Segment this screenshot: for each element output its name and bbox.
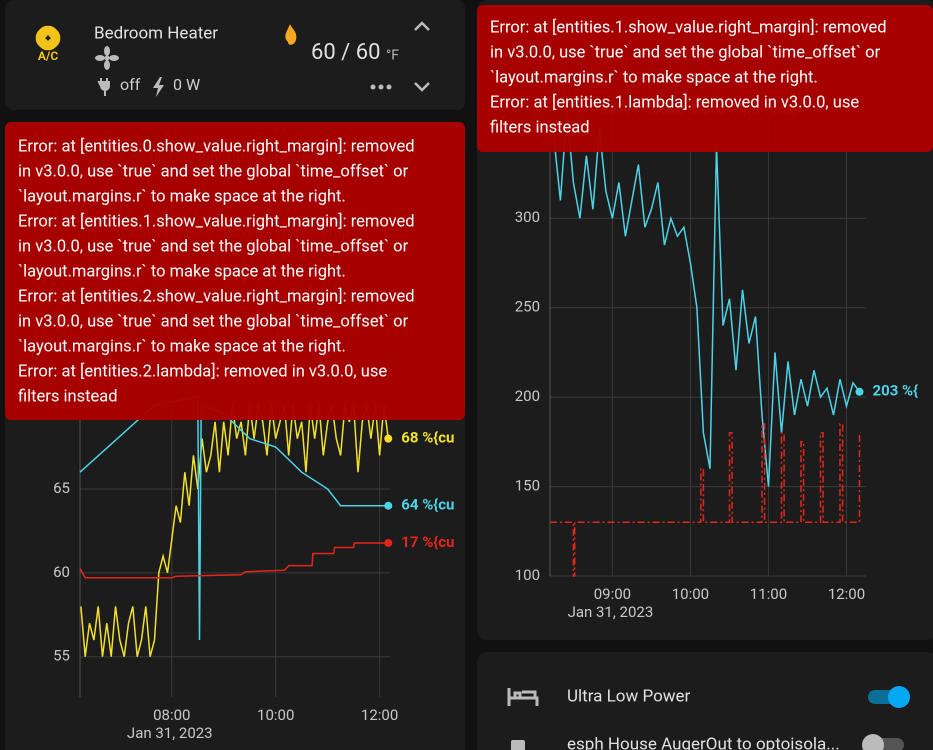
power-state: off <box>120 75 141 94</box>
end-label: 68 %{cu <box>401 429 454 447</box>
y-tick-label: 250 <box>515 298 540 316</box>
error-box <box>5 122 465 420</box>
series-line <box>80 404 390 657</box>
y-tick-label: 65 <box>53 479 70 497</box>
end-point <box>384 434 393 443</box>
right-chart-card <box>477 0 933 640</box>
bolt-icon <box>153 77 164 97</box>
end-label: 64 %{cu <box>401 496 454 514</box>
x-tick-label: 09:00 <box>594 585 631 603</box>
fan-mode-icon <box>95 46 119 70</box>
bed-icon <box>507 688 539 706</box>
error-text: Error: at [entities.0.show_value.right_m… <box>18 136 415 156</box>
chevron-up[interactable] <box>414 21 430 31</box>
x-date-label: Jan 31, 2023 <box>568 603 654 621</box>
end-label: 17 %{cu <box>401 533 454 551</box>
error-text: in v3.0.0, use `true` and set the global… <box>490 43 881 62</box>
error-text: in v3.0.0, use `true` and set the global… <box>18 237 409 256</box>
error-text: `layout.margins.r` to make space at the … <box>18 187 346 206</box>
plug-icon <box>97 78 110 96</box>
device-name: Bedroom Heater <box>94 23 218 43</box>
error-box <box>477 5 933 152</box>
end-point <box>384 501 393 510</box>
x-tick-label: 11:00 <box>750 585 787 603</box>
fan-icon <box>35 25 61 51</box>
y-tick-label: 55 <box>53 647 70 665</box>
switch-card <box>477 652 933 750</box>
toggle-knob[interactable] <box>862 734 884 750</box>
error-text: in v3.0.0, use `true` and set the global… <box>18 162 409 181</box>
y-tick-label: 150 <box>515 477 540 495</box>
x-tick-label: 12:00 <box>361 706 398 724</box>
x-tick-label: 10:00 <box>672 585 709 603</box>
power-value: 0 W <box>173 75 200 94</box>
flame-icon <box>285 24 297 45</box>
series-line <box>550 423 861 577</box>
error-text: Error: at [entities.1.show_value.right_m… <box>18 211 415 231</box>
switch-icon <box>511 740 525 750</box>
x-tick-label: 08:00 <box>153 706 190 724</box>
error-text: `layout.margins.r` to make space at the … <box>490 68 818 87</box>
x-tick-label: 12:00 <box>828 585 865 603</box>
end-label: 203 %{ <box>872 382 918 400</box>
mode-label: A/C <box>38 49 59 63</box>
temperature: 60 / 60 <box>311 40 380 65</box>
end-point <box>855 387 864 396</box>
y-tick-label: 100 <box>515 566 540 584</box>
chevron-down[interactable] <box>414 82 430 92</box>
error-text: filters instead <box>18 387 118 406</box>
series-line <box>553 110 861 487</box>
error-text: filters instead <box>490 118 590 137</box>
error-text: `layout.margins.r` to make space at the … <box>18 262 346 281</box>
more-menu[interactable] <box>370 84 392 90</box>
x-date-label: Jan 31, 2023 <box>127 724 213 742</box>
series-line <box>79 542 389 579</box>
end-point <box>384 538 393 547</box>
y-tick-label: 60 <box>53 563 70 581</box>
error-text: Error: at [entities.2.lambda]: removed i… <box>18 361 387 381</box>
switch-label: Ultra Low Power <box>567 686 691 706</box>
thermostat-card <box>5 0 465 110</box>
toggle-knob[interactable] <box>888 686 910 708</box>
error-text: Error: at [entities.2.show_value.right_m… <box>18 286 415 306</box>
error-text: in v3.0.0, use `true` and set the global… <box>18 312 409 331</box>
temperature-unit: °F <box>386 48 399 64</box>
switch-label: esph House AugerOut to optoisola... <box>567 734 840 750</box>
error-text: Error: at [entities.1.show_value.right_m… <box>490 17 887 37</box>
y-tick-label: 200 <box>515 387 540 405</box>
error-text: `layout.margins.r` to make space at the … <box>18 337 346 356</box>
y-tick-label: 300 <box>515 208 540 226</box>
error-text: Error: at [entities.1.lambda]: removed i… <box>490 92 859 112</box>
x-tick-label: 10:00 <box>257 706 294 724</box>
